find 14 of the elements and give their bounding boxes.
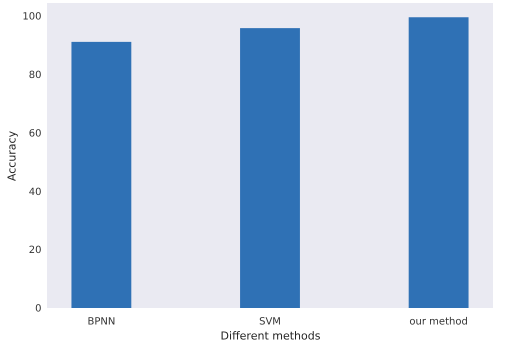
y-tick-label: 100: [22, 12, 42, 23]
x-tick-label: BPNN: [87, 316, 116, 328]
x-tick-label: our method: [409, 316, 468, 328]
x-tick-label: SVM: [259, 316, 281, 328]
y-tick-label: 80: [28, 70, 42, 82]
y-tick-label: 20: [28, 245, 42, 256]
x-axis-title: Different methods: [220, 330, 321, 342]
y-tick-label: 60: [28, 128, 42, 140]
bar: [408, 17, 469, 308]
y-tick-label: 40: [28, 186, 42, 198]
bar: [71, 42, 132, 308]
y-axis-title: Accuracy: [5, 130, 18, 182]
y-tick-label: 0: [35, 304, 42, 314]
bar: [240, 28, 300, 308]
